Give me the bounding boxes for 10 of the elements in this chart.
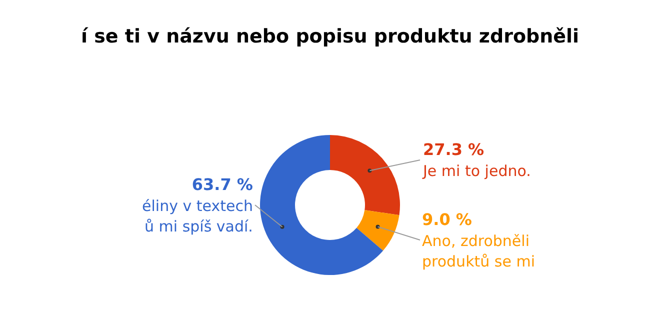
data-label: 63.7 % bbox=[192, 175, 253, 194]
slice-label: Ano, zdrobněli produktů se mi bbox=[422, 232, 535, 271]
slice-label: éliny v textech ů mi spíš vadí. bbox=[142, 196, 253, 236]
donut-slice bbox=[356, 210, 400, 251]
donut-slice bbox=[330, 135, 400, 216]
data-label: 9.0 % bbox=[422, 210, 472, 229]
donut-slice bbox=[260, 135, 384, 275]
data-label: 27.3 % bbox=[423, 140, 484, 159]
chart-title: í se ti v názvu nebo popisu produktu zdrobněli bbox=[80, 26, 580, 48]
slice-label: Je mi to jedno. bbox=[422, 162, 531, 180]
